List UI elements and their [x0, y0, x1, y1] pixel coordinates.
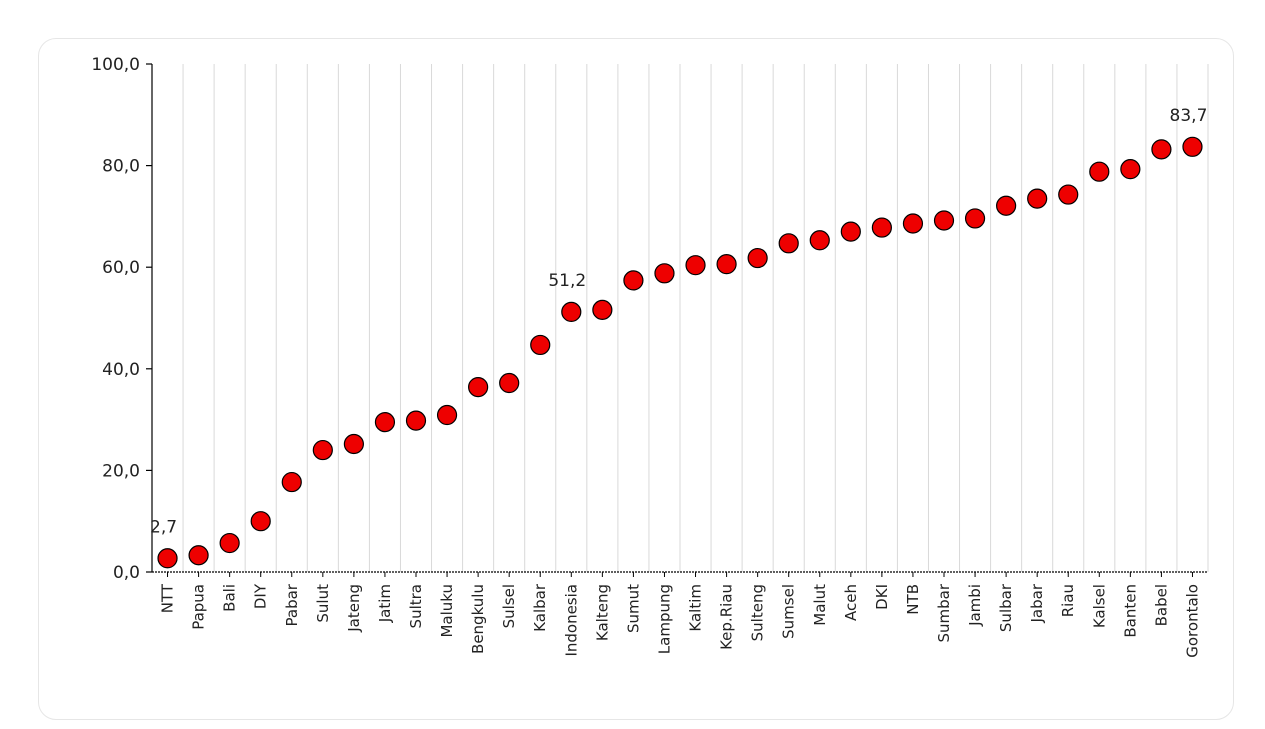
- data-point: [592, 299, 613, 320]
- data-point: [250, 511, 271, 532]
- data-point: [436, 404, 458, 426]
- x-category-label: Sumbar: [935, 583, 953, 642]
- data-point: [902, 213, 924, 234]
- x-category-label: NTT: [159, 583, 177, 613]
- x-category-label: Sulut: [314, 584, 332, 623]
- data-label: 2,7: [150, 517, 177, 537]
- y-tick-label: 40,0: [102, 360, 140, 380]
- data-point: [157, 548, 178, 569]
- x-category-label: DKI: [873, 584, 891, 610]
- x-category-label: Pabar: [283, 583, 301, 626]
- y-tick-label: 80,0: [102, 157, 140, 177]
- x-category-label: Sulsel: [500, 584, 518, 628]
- data-point: [281, 471, 302, 493]
- chart-frame: [38, 38, 1234, 720]
- data-point: [747, 247, 768, 269]
- data-point: [468, 376, 489, 398]
- x-category-label: Aceh: [842, 584, 860, 621]
- x-category-label: Maluku: [438, 584, 456, 638]
- x-category-label: Jabar: [1028, 583, 1046, 623]
- y-tick-label: 60,0: [102, 258, 140, 278]
- x-category-label: Bengkulu: [469, 584, 487, 654]
- data-point: [1027, 188, 1048, 209]
- x-category-label: Papua: [190, 584, 208, 630]
- data-point: [716, 254, 737, 275]
- y-tick-label: 100,0: [91, 55, 140, 75]
- x-category-label: Kalbar: [531, 583, 549, 632]
- x-category-label: Sumut: [624, 584, 642, 633]
- x-category-label: Sulbar: [997, 583, 1015, 632]
- x-category-label: NTB: [904, 584, 922, 615]
- x-category-label: Kep.Riau: [718, 584, 736, 650]
- data-point: [219, 532, 240, 554]
- data-point: [778, 233, 799, 254]
- x-category-label: Bali: [221, 584, 239, 612]
- x-category-label: Kalsel: [1090, 584, 1108, 628]
- x-category-label: Sumsel: [780, 584, 798, 639]
- x-category-label: Riau: [1059, 584, 1077, 617]
- data-point: [312, 439, 333, 461]
- data-point: [188, 545, 209, 566]
- x-category-label: Kaltim: [687, 584, 705, 632]
- data-label: 83,7: [1170, 106, 1208, 126]
- x-category-label: Jateng: [345, 584, 363, 633]
- x-category-label: Jambi: [966, 584, 984, 627]
- data-point: [996, 195, 1017, 216]
- x-category-label: Jatim: [376, 584, 394, 623]
- data-point: [1089, 161, 1110, 182]
- data-point: [871, 217, 892, 238]
- x-category-label: Malut: [811, 584, 829, 626]
- data-label: 51,2: [548, 271, 586, 291]
- x-category-label: Babel: [1152, 584, 1170, 626]
- data-point: [964, 208, 986, 229]
- data-point: [343, 433, 364, 455]
- data-point: [685, 255, 706, 276]
- data-point: [654, 263, 675, 284]
- x-category-label: Sulteng: [749, 584, 767, 641]
- x-category-label: Lampung: [655, 584, 673, 654]
- data-point: [1151, 139, 1172, 160]
- data-point: [1182, 136, 1203, 157]
- y-tick-label: 20,0: [102, 461, 140, 481]
- data-point: [1120, 159, 1141, 180]
- x-category-label: Sultra: [407, 584, 425, 628]
- x-category-label: DIY: [252, 583, 270, 609]
- data-point: [405, 410, 427, 431]
- data-point: [840, 221, 861, 242]
- data-point: [933, 210, 955, 231]
- x-category-label: Kalteng: [593, 584, 611, 641]
- x-category-label: Indonesia: [562, 584, 580, 657]
- y-tick-label: 0,0: [113, 563, 140, 583]
- data-point: [809, 230, 830, 251]
- data-point: [1058, 184, 1079, 205]
- data-point: [499, 372, 520, 394]
- data-point: [561, 301, 582, 323]
- x-category-label: Gorontalo: [1183, 584, 1201, 658]
- data-point: [374, 412, 396, 433]
- data-point: [530, 334, 551, 356]
- data-point: [623, 270, 644, 291]
- x-category-label: Banten: [1121, 584, 1139, 638]
